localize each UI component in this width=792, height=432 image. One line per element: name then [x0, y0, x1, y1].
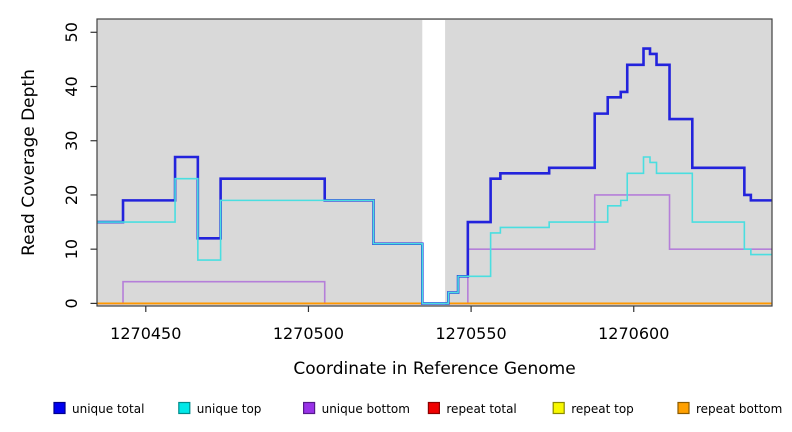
- legend-swatch: [427, 401, 440, 415]
- masked-region: [422, 20, 446, 305]
- series-line-unique-top: [97, 156, 772, 305]
- y-tick-label: 30: [62, 131, 81, 151]
- legend-item-repeat-top: repeat top: [552, 401, 634, 416]
- legend-label: repeat total: [446, 402, 516, 416]
- y-tick-label: 40: [62, 76, 81, 96]
- legend-label: repeat bottom: [696, 402, 782, 416]
- legend-item-unique-top: unique top: [178, 401, 262, 416]
- legend-label: repeat top: [571, 402, 634, 416]
- legend-swatch: [677, 401, 690, 415]
- legend-label: unique total: [72, 402, 144, 416]
- legend-item-unique-total: unique total: [53, 401, 144, 416]
- legend-item-unique-bottom: unique bottom: [303, 401, 410, 416]
- legend-label: unique bottom: [322, 402, 410, 416]
- legend-item-repeat-total: repeat total: [427, 401, 517, 416]
- legend-label: unique top: [197, 402, 262, 416]
- x-tick-label: 1270450: [110, 324, 181, 343]
- legend-swatch: [178, 401, 191, 415]
- y-axis-title: Read Coverage Depth: [19, 69, 39, 256]
- y-tick-label: 20: [62, 185, 81, 205]
- y-tick-label: 50: [62, 22, 81, 42]
- plot-border: [96, 18, 773, 307]
- x-tick-label: 1270500: [273, 324, 344, 343]
- x-tick-label: 1270550: [435, 324, 506, 343]
- legend-swatch: [303, 401, 316, 415]
- y-tick-label: 0: [62, 298, 81, 308]
- x-tick-label: 1270600: [598, 324, 669, 343]
- series-line-unique-total: [97, 47, 772, 305]
- x-axis-title: Coordinate in Reference Genome: [293, 359, 575, 379]
- legend-swatch: [552, 401, 565, 415]
- legend-item-repeat-bottom: repeat bottom: [677, 401, 782, 416]
- series-lines: [97, 47, 772, 305]
- legend: unique total unique top unique bottom repea…: [53, 401, 782, 416]
- y-tick-label: 10: [62, 239, 81, 259]
- legend-swatch: [53, 401, 66, 415]
- masked-region-layer: [422, 20, 446, 305]
- axis-ticks: 1270450 1270500 1270550 1270600 0 10 20 30 40 50: [62, 22, 669, 343]
